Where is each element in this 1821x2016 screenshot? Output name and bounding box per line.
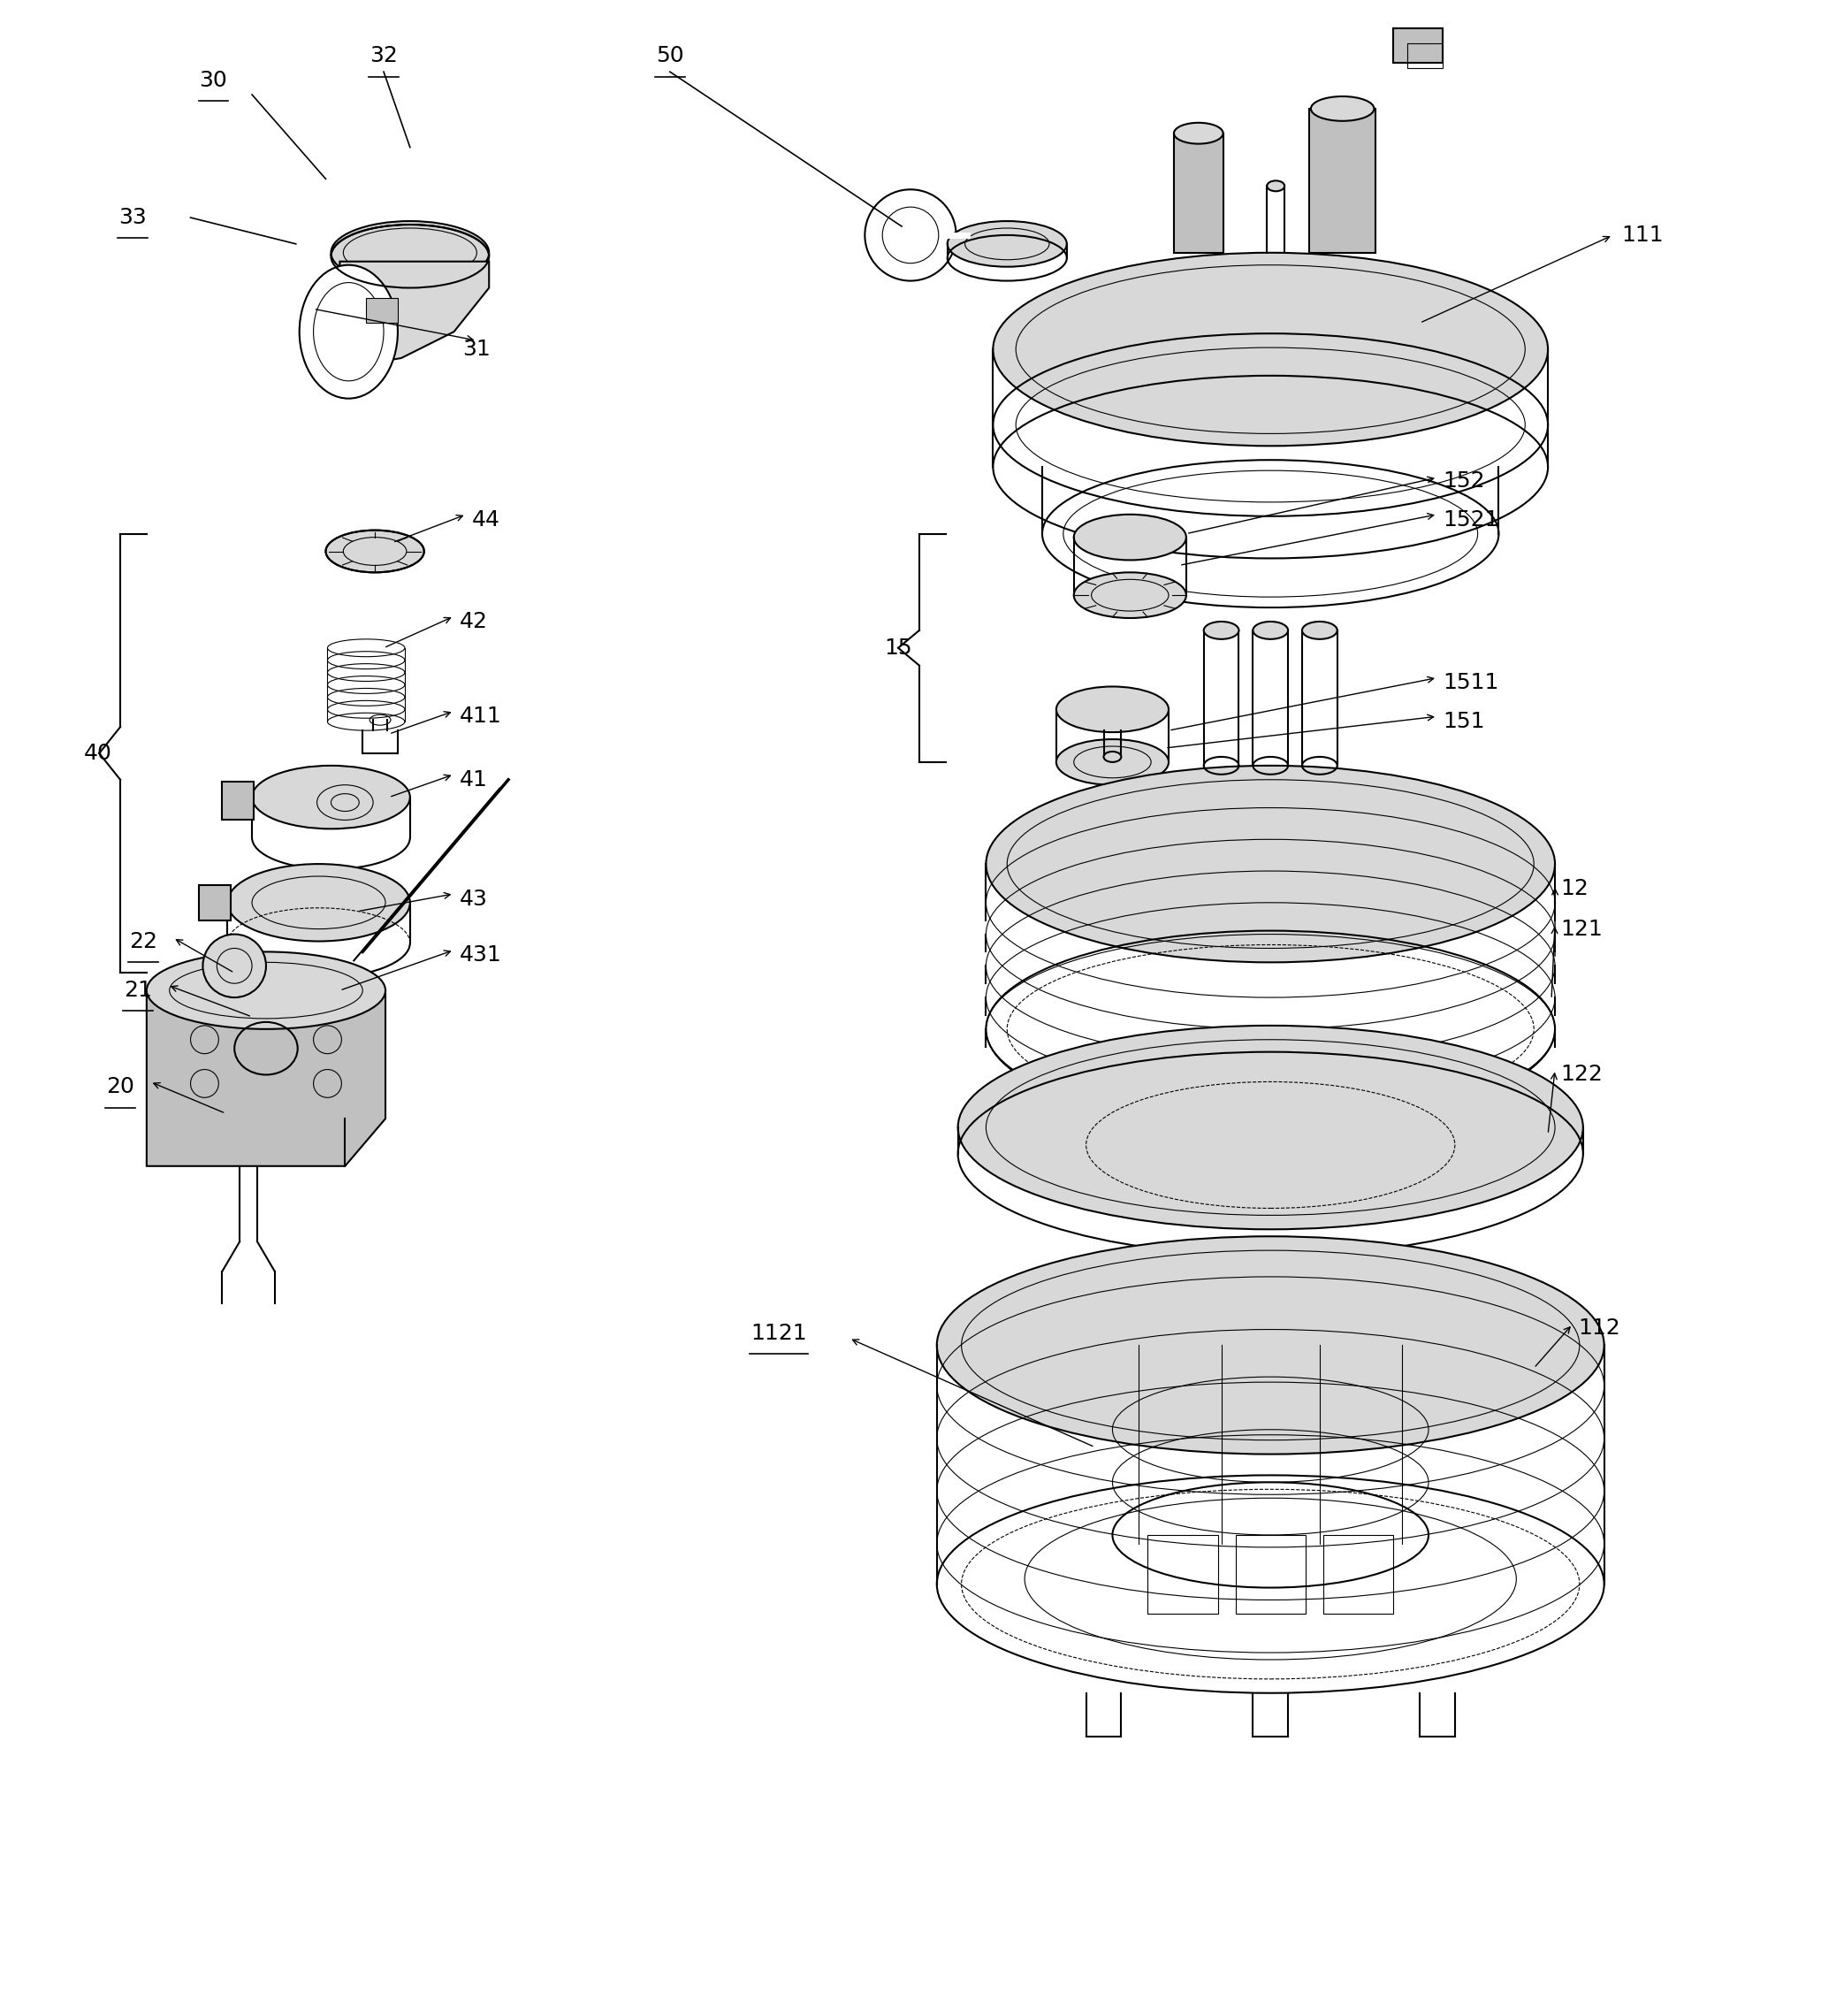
Bar [1175,133,1224,252]
Ellipse shape [251,766,410,829]
Text: 20: 20 [106,1077,135,1097]
Ellipse shape [1267,181,1284,192]
Ellipse shape [331,222,490,284]
Bar [366,298,397,323]
Text: 15: 15 [885,637,912,659]
Bar [1393,28,1442,62]
Ellipse shape [936,1236,1604,1454]
Ellipse shape [299,264,397,399]
Text: 42: 42 [459,611,488,633]
Bar [198,885,231,919]
Bar [1408,44,1442,69]
Text: 32: 32 [370,46,397,67]
Bar [1309,109,1377,252]
Ellipse shape [1302,621,1337,639]
Ellipse shape [1074,514,1185,560]
Ellipse shape [202,933,266,998]
Text: 121: 121 [1561,919,1602,939]
Ellipse shape [148,952,386,1028]
Text: 111: 111 [1623,224,1664,246]
Bar [222,782,253,821]
Text: 411: 411 [459,706,501,728]
Text: 431: 431 [459,946,501,966]
Text: 12: 12 [1561,877,1588,899]
Text: 31: 31 [463,339,492,361]
Bar [1324,1534,1393,1615]
Text: 30: 30 [198,71,228,91]
Ellipse shape [1175,123,1224,143]
Text: 112: 112 [1577,1316,1621,1339]
Text: 1521: 1521 [1442,510,1499,530]
Text: 122: 122 [1561,1064,1602,1085]
Bar [1235,1534,1306,1615]
Text: 44: 44 [472,510,499,530]
Text: 21: 21 [124,980,151,1002]
Text: 41: 41 [459,768,488,790]
Ellipse shape [958,1026,1582,1230]
Ellipse shape [992,252,1548,446]
Bar [1147,1534,1218,1615]
Ellipse shape [985,766,1555,962]
Polygon shape [304,262,490,367]
Text: 151: 151 [1442,712,1484,732]
Ellipse shape [1056,687,1169,732]
Ellipse shape [228,865,410,941]
Ellipse shape [326,530,424,573]
Ellipse shape [1204,621,1238,639]
Ellipse shape [1074,573,1185,619]
Ellipse shape [1311,97,1375,121]
Text: 152: 152 [1442,470,1484,492]
Text: 1511: 1511 [1442,673,1499,694]
Ellipse shape [1056,740,1169,784]
Text: 43: 43 [459,889,488,909]
Text: 40: 40 [84,742,111,764]
Ellipse shape [1104,752,1122,762]
Text: 50: 50 [656,46,685,67]
Ellipse shape [947,222,1067,266]
Text: 33: 33 [118,208,148,228]
Ellipse shape [300,1002,337,1014]
Polygon shape [148,990,386,1165]
Text: 22: 22 [129,931,157,952]
Ellipse shape [1253,621,1287,639]
Text: 1121: 1121 [750,1322,807,1343]
